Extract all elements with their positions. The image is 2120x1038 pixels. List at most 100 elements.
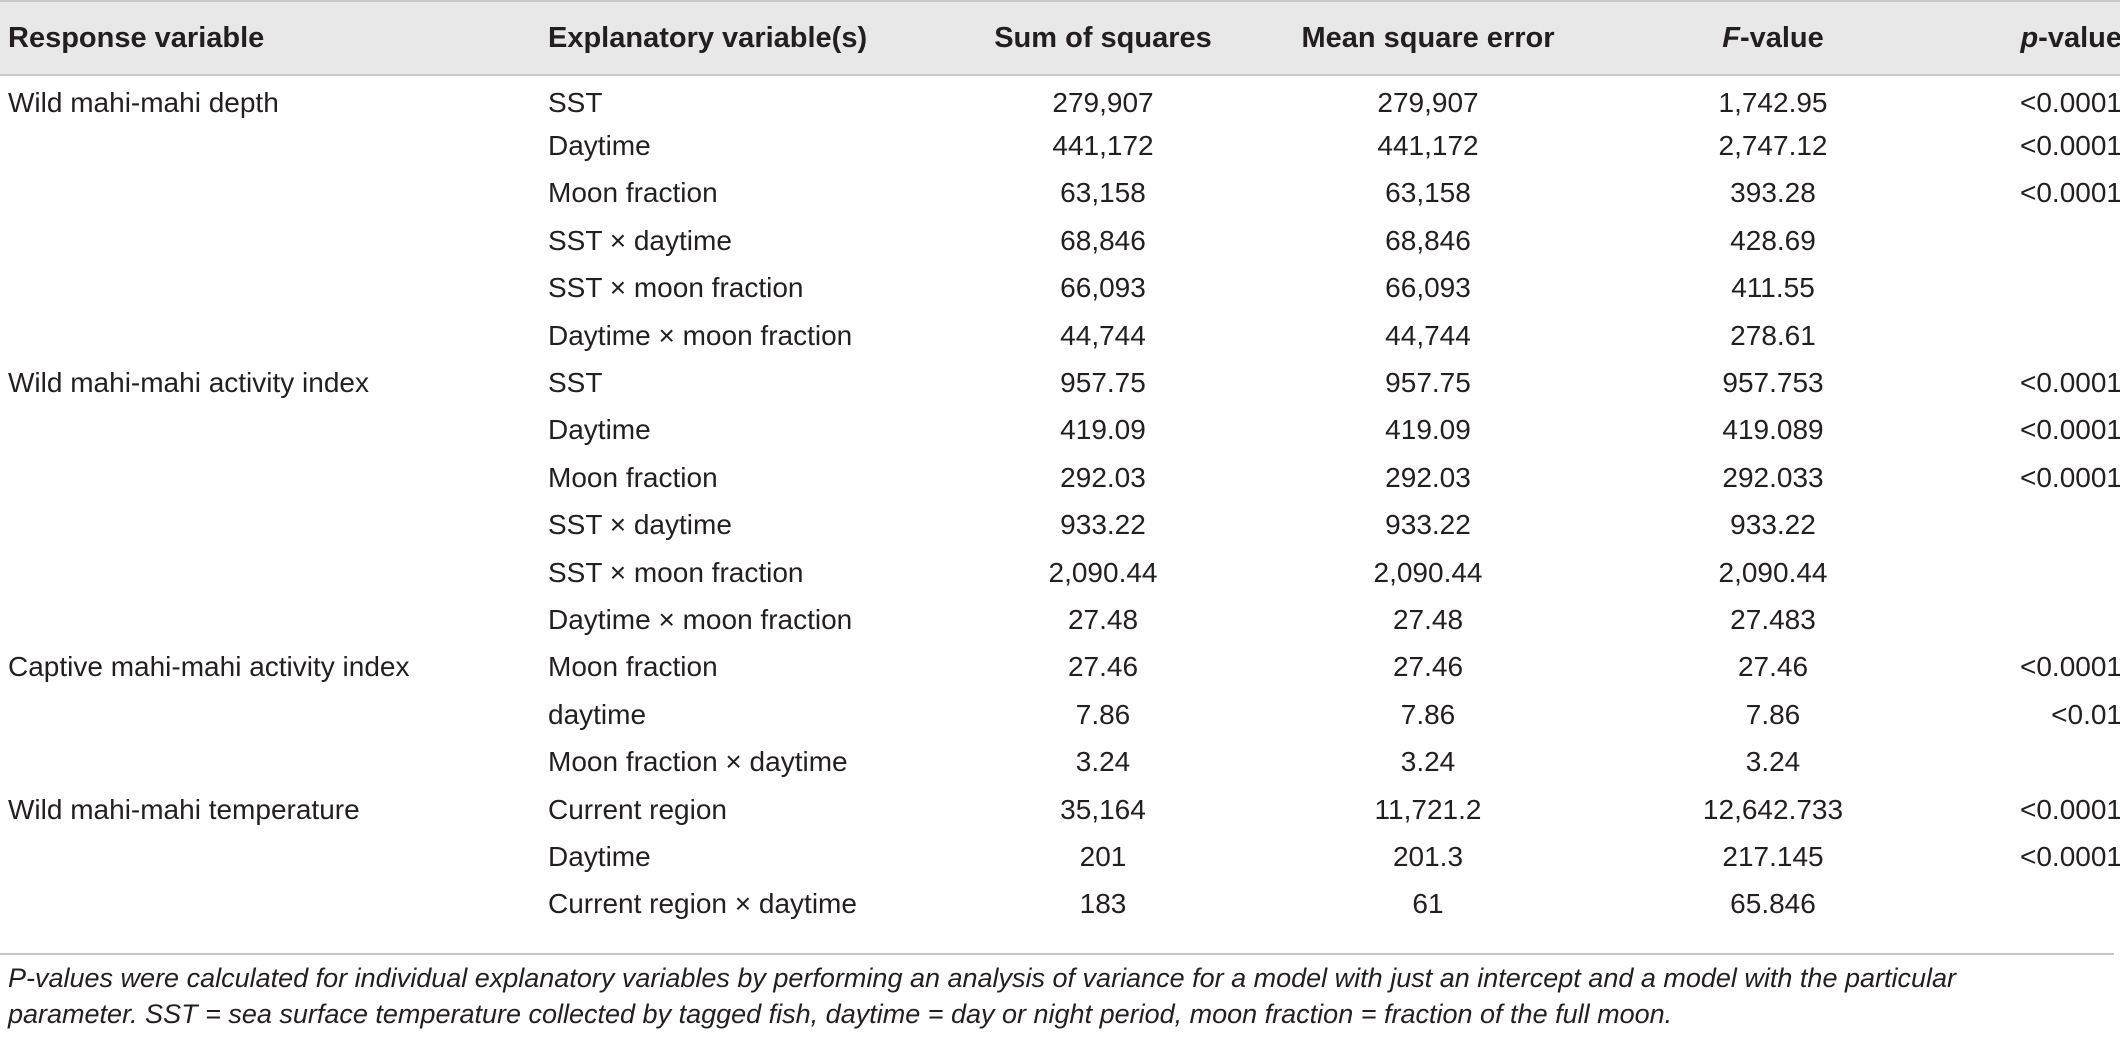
cell-sum-of-squares: 63,158: [1060, 177, 1146, 209]
cell-p-value: [1928, 217, 2120, 264]
cell-explanatory-variable: Current region × daytime: [548, 888, 857, 920]
cell-mean-square-error: 7.86: [1400, 698, 1456, 730]
anova-table: Response variable Explanatory variable(s…: [0, 0, 2120, 928]
cell-mean-square-error: 68,846: [1385, 224, 1471, 256]
table-row: Daytime 201 201.3 217.145 <0.0001: [0, 833, 2120, 880]
table-row: daytime 7.86 7.86 7.86 <0.01: [0, 691, 2120, 738]
table-header: Response variable Explanatory variable(s…: [0, 0, 2120, 76]
cell-response-variable: [0, 833, 548, 880]
cell-f-value: 957.753: [1722, 367, 1824, 399]
cell-mean-square-error: 201.3: [1392, 840, 1464, 872]
cell-f-value: 2,090.44: [1718, 556, 1828, 588]
cell-p-value: <0.0001: [2020, 793, 2120, 825]
cell-mean-square-error: 2,090.44: [1373, 556, 1483, 588]
cell-p-value: <0.0001: [2020, 651, 2120, 683]
cell-p-value: <0.0001: [2020, 414, 2120, 446]
cell-p-value: <0.0001: [2020, 840, 2120, 872]
footnote-line-2: parameter. SST = sea surface temperature…: [8, 999, 1673, 1029]
table-row: Daytime 441,172 441,172 2,747.12 <0.0001: [0, 122, 2120, 169]
cell-sum-of-squares: 68,846: [1060, 224, 1146, 256]
table-footnote: P-values were calculated for individual …: [8, 960, 2108, 1032]
cell-f-value: 3.24: [1745, 746, 1801, 778]
cell-f-value: 428.69: [1730, 224, 1816, 256]
table-body: Wild mahi-mahi depth SST 279,907 279,907 1,7…: [0, 75, 2120, 928]
cell-p-value: <0.0001: [2020, 87, 2120, 119]
table-row: Wild mahi-mahi temperature Current region…: [0, 786, 2120, 833]
cell-mean-square-error: 441,172: [1377, 130, 1479, 162]
table-row: Daytime 419.09 419.09 419.089 <0.0001: [0, 407, 2120, 454]
cell-explanatory-variable: Daytime: [548, 130, 651, 162]
cell-p-value: [1928, 549, 2120, 596]
cell-response-variable: [0, 122, 548, 169]
cell-sum-of-squares: 183: [1079, 888, 1127, 920]
header-p-suffix: -value: [2038, 21, 2120, 54]
cell-sum-of-squares: 66,093: [1060, 272, 1146, 304]
cell-p-value: [1928, 596, 2120, 643]
cell-f-value: 2,747.12: [1718, 130, 1828, 162]
table-row: Moon fraction 292.03 292.03 292.033 <0.0001: [0, 454, 2120, 501]
cell-sum-of-squares: 44,744: [1060, 319, 1146, 351]
cell-f-value: 65.846: [1730, 888, 1816, 920]
header-explanatory-variables: Explanatory variable(s): [548, 0, 968, 76]
cell-sum-of-squares: 7.86: [1075, 698, 1131, 730]
anova-table-container: Response variable Explanatory variable(s…: [0, 0, 2120, 919]
table-row: Wild mahi-mahi activity index SST 957.75 95…: [0, 359, 2120, 406]
cell-f-value: 217.145: [1722, 840, 1824, 872]
cell-mean-square-error: 27.46: [1392, 651, 1464, 683]
table-row: Captive mahi-mahi activity index Moon fra…: [0, 644, 2120, 691]
cell-sum-of-squares: 3.24: [1075, 746, 1131, 778]
table-row: Moon fraction × daytime 3.24 3.24 3.24: [0, 738, 2120, 785]
header-sum-of-squares: Sum of squares: [968, 0, 1238, 76]
header-mean-square-error: Mean square error: [1238, 0, 1618, 76]
cell-explanatory-variable: Moon fraction: [548, 461, 718, 493]
cell-p-value: <0.0001: [2020, 130, 2120, 162]
table-row: Current region × daytime 183 61 65.846: [0, 881, 2120, 928]
cell-explanatory-variable: SST × moon fraction: [548, 272, 804, 304]
cell-response-variable: [0, 549, 548, 596]
cell-p-value: [1928, 502, 2120, 549]
table-row: SST × daytime 933.22 933.22 933.22: [0, 502, 2120, 549]
table-row: Daytime × moon fraction 27.48 27.48 27.483: [0, 596, 2120, 643]
cell-explanatory-variable: Daytime × moon fraction: [548, 319, 853, 351]
cell-p-value: [1928, 881, 2120, 928]
table-row: SST × daytime 68,846 68,846 428.69: [0, 217, 2120, 264]
cell-response-variable: [0, 738, 548, 785]
cell-f-value: 393.28: [1730, 177, 1816, 209]
cell-explanatory-variable: Current region: [548, 793, 727, 825]
cell-response-variable: [0, 217, 548, 264]
cell-explanatory-variable: Daytime × moon fraction: [548, 603, 853, 635]
cell-sum-of-squares: 441,172: [1052, 130, 1154, 162]
cell-mean-square-error: 933.22: [1385, 509, 1471, 541]
footnote-line-1: P-values were calculated for individual …: [8, 963, 1957, 993]
cell-mean-square-error: 957.75: [1385, 367, 1471, 399]
cell-p-value: [1928, 738, 2120, 785]
cell-p-value: <0.0001: [2020, 177, 2120, 209]
cell-p-value: [1928, 265, 2120, 312]
cell-mean-square-error: 11,721.2: [1374, 793, 1482, 825]
cell-explanatory-variable: SST: [548, 87, 603, 119]
footnote-divider: [0, 953, 2114, 955]
cell-f-value: 292.033: [1722, 461, 1824, 493]
cell-response-variable: Captive mahi-mahi activity index: [8, 651, 410, 683]
table-row: SST × moon fraction 66,093 66,093 411.55: [0, 265, 2120, 312]
cell-mean-square-error: 292.03: [1385, 461, 1471, 493]
cell-mean-square-error: 3.24: [1400, 746, 1456, 778]
cell-explanatory-variable: SST × daytime: [548, 224, 732, 256]
cell-mean-square-error: 63,158: [1385, 177, 1471, 209]
cell-explanatory-variable: Daytime: [548, 414, 651, 446]
cell-explanatory-variable: Daytime: [548, 840, 651, 872]
cell-response-variable: [0, 407, 548, 454]
cell-sum-of-squares: 419.09: [1060, 414, 1146, 446]
cell-explanatory-variable: SST × daytime: [548, 509, 732, 541]
table-row: Wild mahi-mahi depth SST 279,907 279,907 1,7…: [0, 75, 2120, 122]
table-row: SST × moon fraction 2,090.44 2,090.44 2,090…: [0, 549, 2120, 596]
cell-response-variable: [0, 265, 548, 312]
cell-explanatory-variable: Moon fraction: [548, 651, 718, 683]
table-row: Moon fraction 63,158 63,158 393.28 <0.0001: [0, 170, 2120, 217]
cell-response-variable: [0, 502, 548, 549]
cell-response-variable: [0, 881, 548, 928]
cell-f-value: 27.483: [1730, 603, 1816, 635]
cell-response-variable: [0, 596, 548, 643]
cell-f-value: 12,642.733: [1702, 793, 1844, 825]
